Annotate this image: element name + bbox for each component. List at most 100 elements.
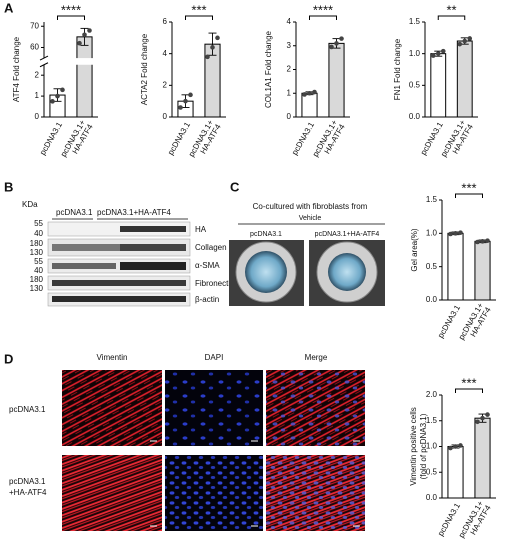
y-axis-label: Vimentin positive cells <box>409 407 418 486</box>
significance-bracket <box>455 193 483 198</box>
data-point <box>302 92 307 97</box>
column-label: Vimentin <box>97 353 128 362</box>
y-tick-label: 6 <box>163 17 168 26</box>
blot-strip <box>47 221 191 237</box>
data-point <box>467 36 473 41</box>
micrographs: Vimentin DAPI Merge pcDNA3.1 pcDNA3.1 +H… <box>9 353 365 531</box>
y-tick-label: 0.0 <box>426 295 438 304</box>
blot-band <box>52 280 186 286</box>
y-tick-label: 1 <box>35 91 40 100</box>
image <box>62 370 162 446</box>
data-point <box>475 239 480 245</box>
y-tick-label: 0 <box>163 112 168 121</box>
data-point <box>485 412 490 417</box>
y-tick-label: 2 <box>287 65 292 74</box>
data-point <box>485 238 490 243</box>
y-tick-label: 2 <box>35 70 40 79</box>
y-tick-label: 60 <box>30 43 39 52</box>
image <box>62 455 162 531</box>
x-tick-label: pcDNA3.1+HA-ATF4 <box>457 301 493 346</box>
marker: 130 <box>30 248 44 257</box>
y-tick-label: 0.5 <box>426 467 438 476</box>
protein-label: HA <box>195 225 207 234</box>
blot-band <box>120 226 186 232</box>
data-point <box>178 105 183 110</box>
y-axis-label: ACTA2 Fold change <box>140 33 149 105</box>
y-tick-label: 3 <box>287 41 292 50</box>
data-point <box>480 239 485 244</box>
image <box>165 455 263 531</box>
x-tick-label: pcDNA3.1+HA-ATF4 <box>59 118 95 163</box>
y-tick-label: 0.5 <box>409 80 421 89</box>
data-point <box>440 48 446 54</box>
row-label: pcDNA3.1 <box>9 477 46 486</box>
column-label: Merge <box>305 353 328 362</box>
data-point <box>480 415 485 421</box>
marker: 180 <box>30 239 44 248</box>
y-tick-label: 0.0 <box>426 493 438 502</box>
data-point <box>458 443 463 448</box>
y-tick-label: 4 <box>287 17 292 26</box>
image <box>165 370 263 446</box>
panel-subtitle: Vehicle <box>299 215 322 222</box>
data-point <box>60 87 65 93</box>
marker: 55 <box>34 257 43 266</box>
y-axis-label: ATF4 Fold change <box>12 36 21 102</box>
y-tick-label: 1.0 <box>426 442 438 451</box>
image-overlay <box>266 455 365 531</box>
marker: 130 <box>30 284 44 293</box>
y-axis-label: FN1 Fold change <box>393 38 402 100</box>
y-tick-label: 1.5 <box>409 17 421 26</box>
y-tick-label: 0 <box>35 112 40 121</box>
x-tick-label: pcDNA3.1+HA-ATF4 <box>439 118 475 163</box>
gel-images: Co-cultured with fibroblasts from Vehicl… <box>229 202 385 306</box>
image-overlay <box>266 370 365 446</box>
protein-label: β-actin <box>195 295 219 304</box>
bar <box>301 92 318 118</box>
group-label: pcDNA3.1 <box>56 208 93 217</box>
significance-bracket <box>309 15 337 20</box>
x-tick-label: pcDNA3.1+HA-ATF4 <box>457 499 493 544</box>
data-point <box>215 35 220 41</box>
bar <box>447 446 464 499</box>
bar <box>430 53 447 118</box>
protein-label: α-SMA <box>195 261 220 270</box>
y-tick-label: 1.0 <box>426 228 438 237</box>
y-tick-label: 2.0 <box>426 390 438 399</box>
bar <box>456 40 473 118</box>
kda-label: KDa <box>22 200 38 209</box>
significance: *** <box>191 2 206 17</box>
data-point <box>430 53 436 58</box>
data-point <box>312 89 317 95</box>
group-label: pcDNA3.1+HA-ATF4 <box>97 208 171 217</box>
axis-break <box>39 62 49 68</box>
blot-band <box>120 262 186 270</box>
significance: ** <box>446 2 456 17</box>
y-axis-label: COL1A1 Fold change <box>264 30 273 107</box>
y-tick-label: 1.5 <box>426 195 438 204</box>
panel-label: C <box>230 179 240 194</box>
data-point <box>448 445 453 451</box>
row-label: +HA-ATF4 <box>9 488 47 497</box>
row-label: pcDNA3.1 <box>9 405 46 414</box>
y-tick-label: 0.0 <box>409 112 421 121</box>
y-tick-label: 4 <box>163 49 168 58</box>
image-label: pcDNA3.1+HA-ATF4 <box>315 231 380 238</box>
bar <box>474 417 491 499</box>
significance-bracket <box>185 15 213 20</box>
data-point <box>462 38 468 44</box>
x-tick-label: pcDNA3.1+HA-ATF4 <box>311 118 347 163</box>
data-point <box>457 41 463 47</box>
scale-bars <box>150 440 360 527</box>
data-point <box>205 54 210 60</box>
blot-band <box>120 244 186 251</box>
y-tick-label: 1 <box>287 88 292 97</box>
data-point <box>453 444 458 449</box>
bar <box>76 36 93 118</box>
panel-label: D <box>4 351 13 366</box>
data-point <box>82 32 87 38</box>
significance-bracket <box>437 15 466 20</box>
significance-bracket <box>455 388 483 393</box>
data-point <box>50 99 55 104</box>
y-tick-label: 1.0 <box>409 49 421 58</box>
